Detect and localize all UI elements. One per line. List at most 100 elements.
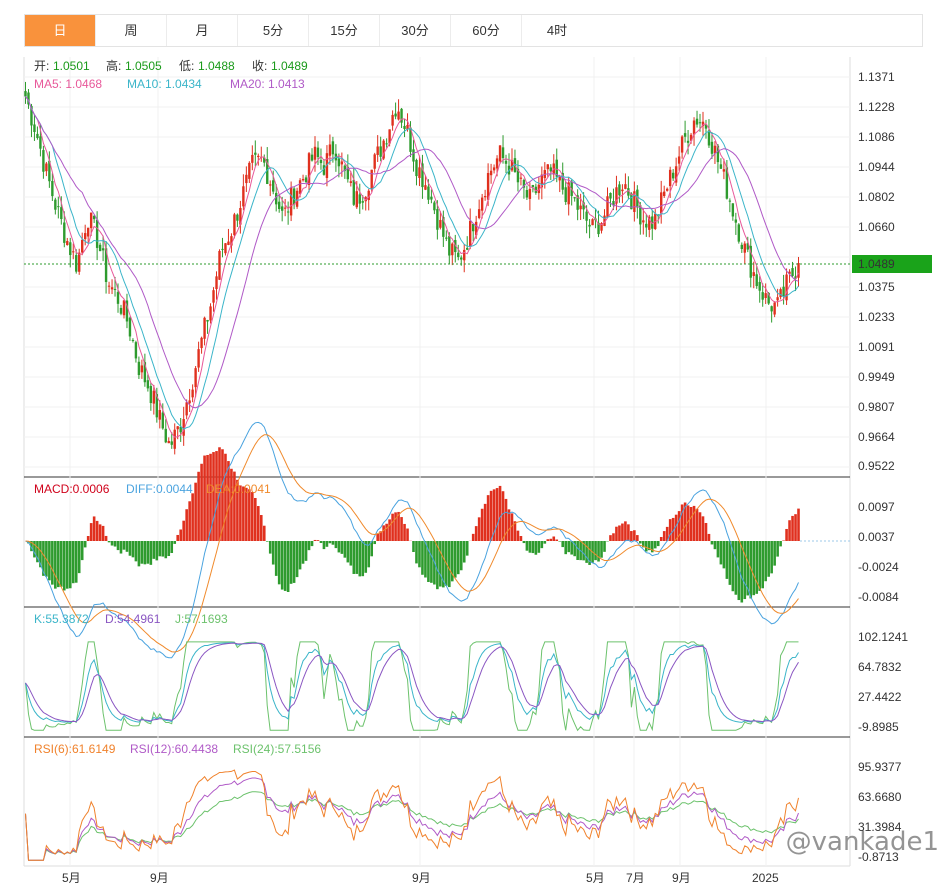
macd-bar xyxy=(301,541,305,564)
macd-bar xyxy=(185,509,188,541)
candle-body xyxy=(292,188,296,205)
macd-bar xyxy=(30,541,33,552)
candle-body xyxy=(206,319,209,322)
macd-bar xyxy=(128,541,132,556)
macd-bar xyxy=(206,454,209,541)
candle-body xyxy=(761,292,764,300)
candle-body xyxy=(525,190,529,198)
candle-body xyxy=(191,389,194,398)
candle-body xyxy=(131,339,135,341)
tab-week[interactable]: 周 xyxy=(96,15,167,46)
candle-body xyxy=(579,205,582,210)
macd-bar xyxy=(131,541,135,558)
macd-bar xyxy=(507,509,511,541)
macd-bar xyxy=(48,541,51,581)
ma-lines xyxy=(25,96,799,438)
candle-body xyxy=(418,167,421,178)
candle-body xyxy=(254,152,257,155)
candle-body xyxy=(555,159,558,177)
low-label: 低: xyxy=(179,59,194,73)
candle-body xyxy=(648,216,651,230)
candle-body xyxy=(170,441,173,445)
macd-bar xyxy=(662,531,666,541)
tab-day[interactable]: 日 xyxy=(25,15,96,46)
macd-bar xyxy=(677,511,681,541)
macd-bar xyxy=(746,541,750,596)
candle-body xyxy=(230,236,233,246)
macd-bar xyxy=(710,541,714,545)
macd-bar xyxy=(498,485,502,541)
close-label: 收: xyxy=(252,59,267,73)
rsi-panel xyxy=(25,769,799,861)
candle-body xyxy=(773,302,776,315)
macd-bar xyxy=(227,461,230,541)
macd-bar xyxy=(552,536,556,541)
macd-bar xyxy=(164,541,168,559)
candle-body xyxy=(797,263,800,278)
candle-body xyxy=(427,186,430,200)
candle-body xyxy=(242,186,245,207)
macd-bar xyxy=(406,528,409,541)
macd-bar xyxy=(642,541,645,548)
tab-15min[interactable]: 15分 xyxy=(309,15,380,46)
macd-bar xyxy=(119,541,123,554)
candle-body xyxy=(710,141,714,154)
candle-body xyxy=(794,276,797,279)
candle-body xyxy=(134,342,138,359)
candle-body xyxy=(448,235,451,256)
candle-body xyxy=(645,223,648,228)
candle-body xyxy=(558,176,561,181)
candle-body xyxy=(522,179,526,188)
high-value: 1.0505 xyxy=(125,59,162,73)
tab-month[interactable]: 月 xyxy=(167,15,238,46)
candle-body xyxy=(388,129,391,144)
candle-body xyxy=(400,108,403,123)
tab-5min[interactable]: 5分 xyxy=(238,15,309,46)
macd-bar xyxy=(57,541,60,588)
macd-bar xyxy=(785,528,788,541)
macd-bar xyxy=(140,541,144,564)
last-price-text: 1.0489 xyxy=(858,257,895,271)
macd-bar xyxy=(307,541,311,551)
macd-bar xyxy=(113,541,117,547)
macd-bar xyxy=(400,517,403,541)
macd-bar xyxy=(280,541,284,590)
candle-body xyxy=(289,187,293,216)
macd-bar xyxy=(483,503,487,541)
macd-bar xyxy=(277,541,281,585)
macd-bar xyxy=(224,453,227,541)
macd-bar xyxy=(42,541,45,576)
candle-body xyxy=(331,141,335,155)
candle-body xyxy=(367,190,370,201)
macd-bar xyxy=(701,516,705,541)
macd-bar xyxy=(421,541,424,575)
candle-body xyxy=(686,140,690,143)
tab-4hour[interactable]: 4时 xyxy=(546,23,568,38)
macd-bar xyxy=(188,501,191,541)
macd-bar xyxy=(346,541,350,563)
candle-body xyxy=(665,188,669,191)
tab-60min[interactable]: 60分 xyxy=(451,15,522,46)
tab-30min[interactable]: 30分 xyxy=(380,15,451,46)
macd-bar xyxy=(352,541,356,574)
macd-bar xyxy=(668,519,672,541)
rsi24-line xyxy=(25,791,799,861)
candle-body xyxy=(227,241,230,245)
candle-body xyxy=(158,410,161,420)
candle-body xyxy=(561,172,564,190)
macd-bar xyxy=(534,541,538,555)
macd-bar xyxy=(448,541,451,588)
candle-body xyxy=(501,147,505,159)
candle-body xyxy=(298,180,302,194)
candle-body xyxy=(457,252,460,258)
candle-body xyxy=(27,92,30,105)
rsi12-line xyxy=(25,777,799,861)
macd-bar xyxy=(173,541,177,544)
macd-bar xyxy=(609,535,612,541)
candle-body xyxy=(409,127,412,152)
candle-body xyxy=(376,146,379,155)
macd-bar xyxy=(618,525,621,541)
macd-bar xyxy=(394,512,397,541)
macd-bar xyxy=(480,508,484,541)
